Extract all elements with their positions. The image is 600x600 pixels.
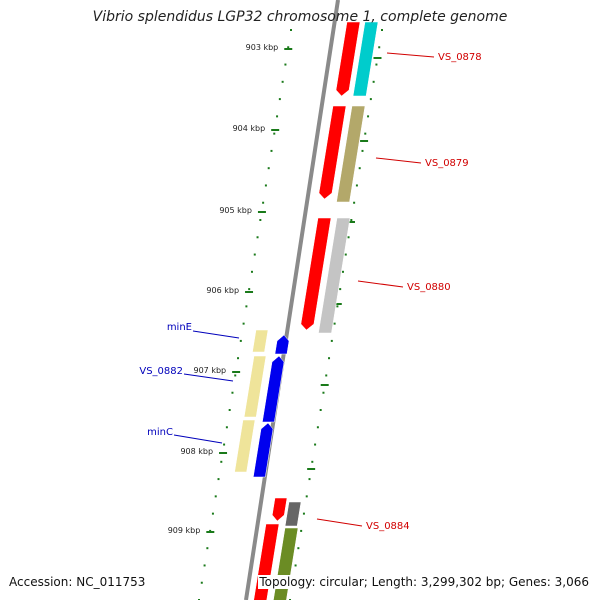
gene-vs0882-arrow (262, 355, 285, 423)
leader-line (386, 52, 435, 58)
tick-label: 904 kbp (233, 124, 266, 133)
gene-label: VS_0884 (366, 521, 410, 532)
gene-label: minE (167, 322, 192, 333)
gene-label: VS_0882 (139, 366, 183, 377)
gene-labels-layer: VS_0878 VS_0879 VS_0880 minE VS_0882 minC VS_0… (139, 52, 481, 532)
gene-vs0880-cog (318, 217, 351, 334)
gene-vs0878-cog (352, 21, 379, 97)
gene-vs0882-cog (243, 355, 267, 418)
leader-line (316, 518, 363, 527)
tick-label: 907 kbp (194, 366, 227, 375)
leader-line (192, 330, 240, 339)
gene-mine-arrow (274, 334, 290, 355)
tick-label: 908 kbp (180, 447, 213, 456)
gene-label: VS_0880 (407, 282, 451, 293)
gene-vs0880-arrow (300, 217, 332, 331)
gene-mine-cog (252, 329, 269, 353)
gene-label: VS_0879 (425, 158, 469, 169)
tick-label: 906 kbp (206, 286, 239, 295)
label-leaders-layer (173, 52, 435, 527)
leader-line (375, 157, 422, 164)
gene-vs0878-arrow (335, 21, 361, 97)
gene-vs0879-arrow (318, 105, 347, 200)
leader-line (183, 373, 234, 382)
gene-vs0884-cog (284, 501, 302, 527)
gene-vs0884-arrow (271, 497, 288, 522)
gene-label: VS_0878 (438, 52, 482, 63)
gene-vs0879-cog (336, 105, 366, 203)
genome-summary-text: Topology: circular; Length: 3,299,302 bp… (258, 575, 590, 589)
gene-label: minC (147, 427, 173, 438)
leader-line (173, 434, 223, 444)
tick-labels-layer: 903 kbp 904 kbp 905 kbp 906 kbp 907 kbp 908 k… (168, 43, 279, 535)
gene-minc-arrow (252, 422, 274, 478)
tick-label: 905 kbp (219, 206, 252, 215)
tick-marks-layer (198, 29, 383, 600)
genome-title: Vibrio splendidus LGP32 chromosome 1, co… (92, 9, 508, 25)
genes-layer (234, 21, 379, 600)
leader-line (357, 280, 404, 288)
tick-label: 909 kbp (168, 526, 201, 535)
gene-minc-cog (234, 419, 256, 473)
tick-label: 903 kbp (246, 43, 279, 52)
accession-text: Accession: NC_011753 (8, 575, 147, 589)
sequence-backbone (244, 0, 340, 600)
